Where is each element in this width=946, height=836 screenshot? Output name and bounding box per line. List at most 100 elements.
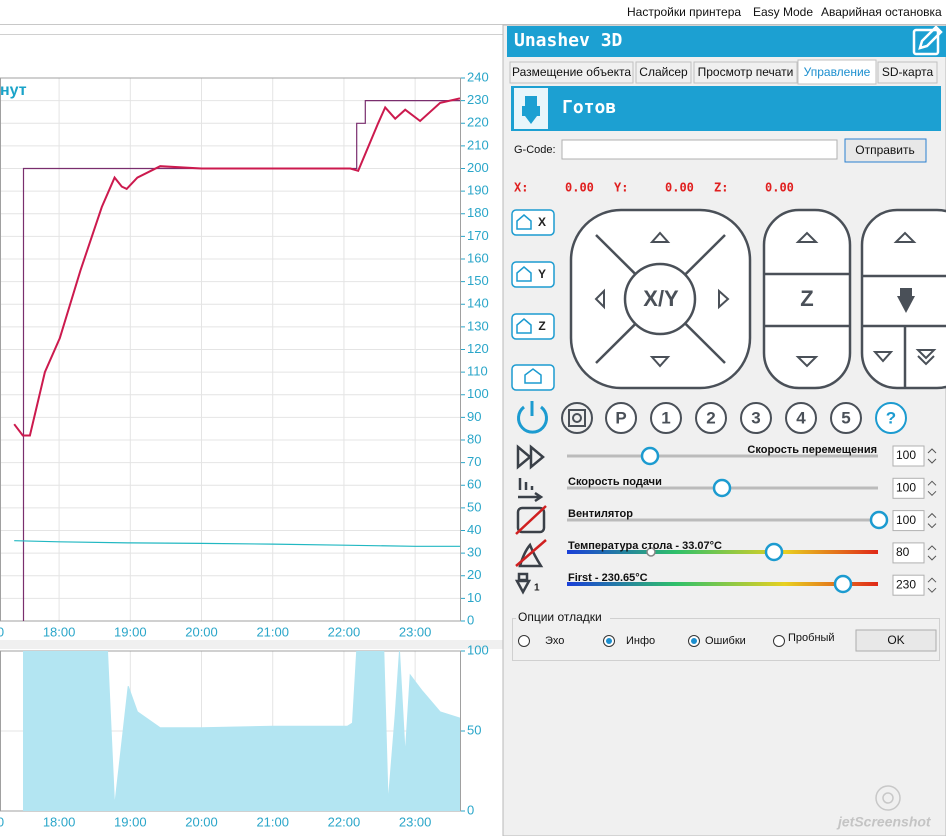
y-tick-label: 20 bbox=[467, 567, 481, 582]
x-tick-label: 20:00 bbox=[185, 624, 218, 639]
slider-value[interactable]: 100 bbox=[896, 448, 916, 462]
spin-arrows[interactable] bbox=[927, 448, 937, 464]
send-button-frame[interactable] bbox=[844, 138, 927, 163]
tool-button[interactable] bbox=[830, 402, 862, 434]
debug-label-bg bbox=[516, 612, 610, 624]
tab[interactable] bbox=[877, 61, 938, 84]
y-tick-label: 10 bbox=[467, 590, 481, 605]
tab-label[interactable]: Просмотр печати bbox=[698, 65, 794, 79]
radio-label[interactable]: Ошибки bbox=[705, 635, 746, 647]
xy-jog-label[interactable]: X/Y bbox=[643, 286, 679, 311]
home-button[interactable] bbox=[511, 313, 555, 340]
slider-value[interactable]: 100 bbox=[896, 480, 916, 494]
y-tick-label: 130 bbox=[467, 318, 489, 333]
tab-label[interactable]: Управление bbox=[804, 65, 871, 79]
temperature-line bbox=[14, 540, 460, 547]
tool-button[interactable] bbox=[605, 402, 637, 434]
y-tick-label: 160 bbox=[467, 250, 489, 265]
radio-label[interactable]: Инфо bbox=[626, 635, 655, 647]
extruder-jog-pad[interactable] bbox=[860, 208, 946, 390]
tab[interactable] bbox=[509, 61, 634, 84]
menu-item[interactable]: Аварийная остановка bbox=[821, 5, 942, 19]
tool-button[interactable] bbox=[740, 402, 772, 434]
tool-button[interactable] bbox=[695, 402, 727, 434]
radio[interactable] bbox=[773, 635, 785, 647]
gcode-input[interactable] bbox=[561, 139, 838, 160]
z-jog-label[interactable]: Z bbox=[800, 286, 813, 311]
home-button-label[interactable]: Y bbox=[538, 267, 546, 281]
radio-label[interactable]: Пробный bbox=[788, 632, 835, 644]
radio-label[interactable]: Эхо bbox=[545, 635, 564, 647]
slider-value[interactable]: 100 bbox=[896, 513, 916, 527]
slider-label: Вентилятор bbox=[568, 508, 633, 520]
y-tick-label: 140 bbox=[467, 296, 489, 311]
tab[interactable] bbox=[797, 59, 877, 85]
camera-button[interactable] bbox=[561, 402, 593, 434]
home-button-label[interactable]: X bbox=[538, 215, 546, 229]
watermark: jetScreenshot bbox=[836, 814, 932, 830]
tool-button[interactable] bbox=[650, 402, 682, 434]
tab[interactable] bbox=[635, 61, 692, 84]
spin-arrows[interactable] bbox=[927, 545, 937, 561]
xy-jog-pad[interactable] bbox=[569, 208, 752, 390]
slider-input[interactable] bbox=[892, 445, 925, 467]
y-tick-label: 50 bbox=[467, 499, 481, 514]
home-button[interactable] bbox=[511, 261, 555, 288]
home-icon bbox=[524, 368, 542, 384]
x-tick-label: 18:00 bbox=[43, 624, 76, 639]
slider-label: Скорость перемещения bbox=[747, 444, 877, 456]
slider-knobs[interactable] bbox=[640, 446, 889, 594]
home-button-label[interactable]: Z bbox=[538, 319, 545, 333]
slider-input[interactable] bbox=[892, 477, 925, 499]
x-tick-label: 23:00 bbox=[399, 814, 432, 829]
tab-label[interactable]: Размещение объекта bbox=[512, 65, 631, 79]
home-icon bbox=[516, 214, 532, 230]
x-tick-label: 19:00 bbox=[114, 624, 147, 639]
power-button[interactable] bbox=[517, 401, 548, 434]
tool-button-label[interactable]: ? bbox=[886, 408, 896, 427]
coord-value: 0.00 bbox=[765, 181, 794, 195]
x-tick-label: 17:00 bbox=[0, 624, 4, 639]
tab[interactable] bbox=[693, 61, 798, 84]
tool-button-label[interactable]: P bbox=[615, 408, 626, 427]
ok-button[interactable]: OK bbox=[887, 633, 904, 647]
jog-arrows[interactable] bbox=[594, 231, 730, 368]
tool-button-label[interactable]: 1 bbox=[661, 408, 670, 427]
menu-item[interactable]: Настройки принтера bbox=[627, 5, 741, 19]
panel-title: Unashev 3D bbox=[514, 30, 623, 51]
y-tick-label: 100 bbox=[467, 386, 489, 401]
slider-label: Скорость подачи bbox=[568, 476, 662, 488]
home-button[interactable] bbox=[511, 209, 555, 236]
tool-button-label[interactable]: 5 bbox=[841, 408, 850, 427]
ok-button-frame[interactable] bbox=[855, 629, 937, 652]
home-all-button[interactable] bbox=[511, 364, 555, 391]
slider-input[interactable] bbox=[892, 510, 925, 532]
tool-button-label[interactable]: 3 bbox=[751, 408, 760, 427]
slider-label: Температура стола - 33.07°C bbox=[568, 540, 722, 552]
tab-label[interactable]: Слайсер bbox=[639, 65, 688, 79]
y-tick-label: 30 bbox=[467, 545, 481, 560]
tool-button[interactable] bbox=[875, 402, 907, 434]
slider-input[interactable] bbox=[892, 542, 925, 564]
coord-label: X: bbox=[514, 181, 528, 195]
spin-arrows[interactable] bbox=[927, 577, 937, 593]
tab-label[interactable]: SD-карта bbox=[882, 65, 934, 79]
gcode-label: G-Code: bbox=[514, 144, 556, 156]
radio[interactable] bbox=[518, 635, 530, 647]
extruder-index: 1 bbox=[534, 583, 540, 594]
edit-icon[interactable] bbox=[912, 25, 943, 56]
slider-input[interactable] bbox=[892, 574, 925, 596]
tool-button-label[interactable]: 4 bbox=[796, 408, 806, 427]
send-button[interactable]: Отправить bbox=[855, 143, 915, 157]
spin-arrows[interactable] bbox=[927, 480, 937, 497]
home-icon bbox=[516, 266, 532, 282]
tool-button-label[interactable]: 2 bbox=[706, 408, 715, 427]
slider-value[interactable]: 230 bbox=[896, 577, 916, 591]
menu-item[interactable]: Easy Mode bbox=[753, 5, 813, 19]
coord-value: 0.00 bbox=[565, 181, 594, 195]
tool-button[interactable] bbox=[785, 402, 817, 434]
spin-arrows[interactable] bbox=[927, 512, 937, 529]
slider-value[interactable]: 80 bbox=[896, 545, 910, 559]
y-tick-label: 70 bbox=[467, 454, 481, 469]
z-jog-pad[interactable] bbox=[762, 208, 852, 390]
